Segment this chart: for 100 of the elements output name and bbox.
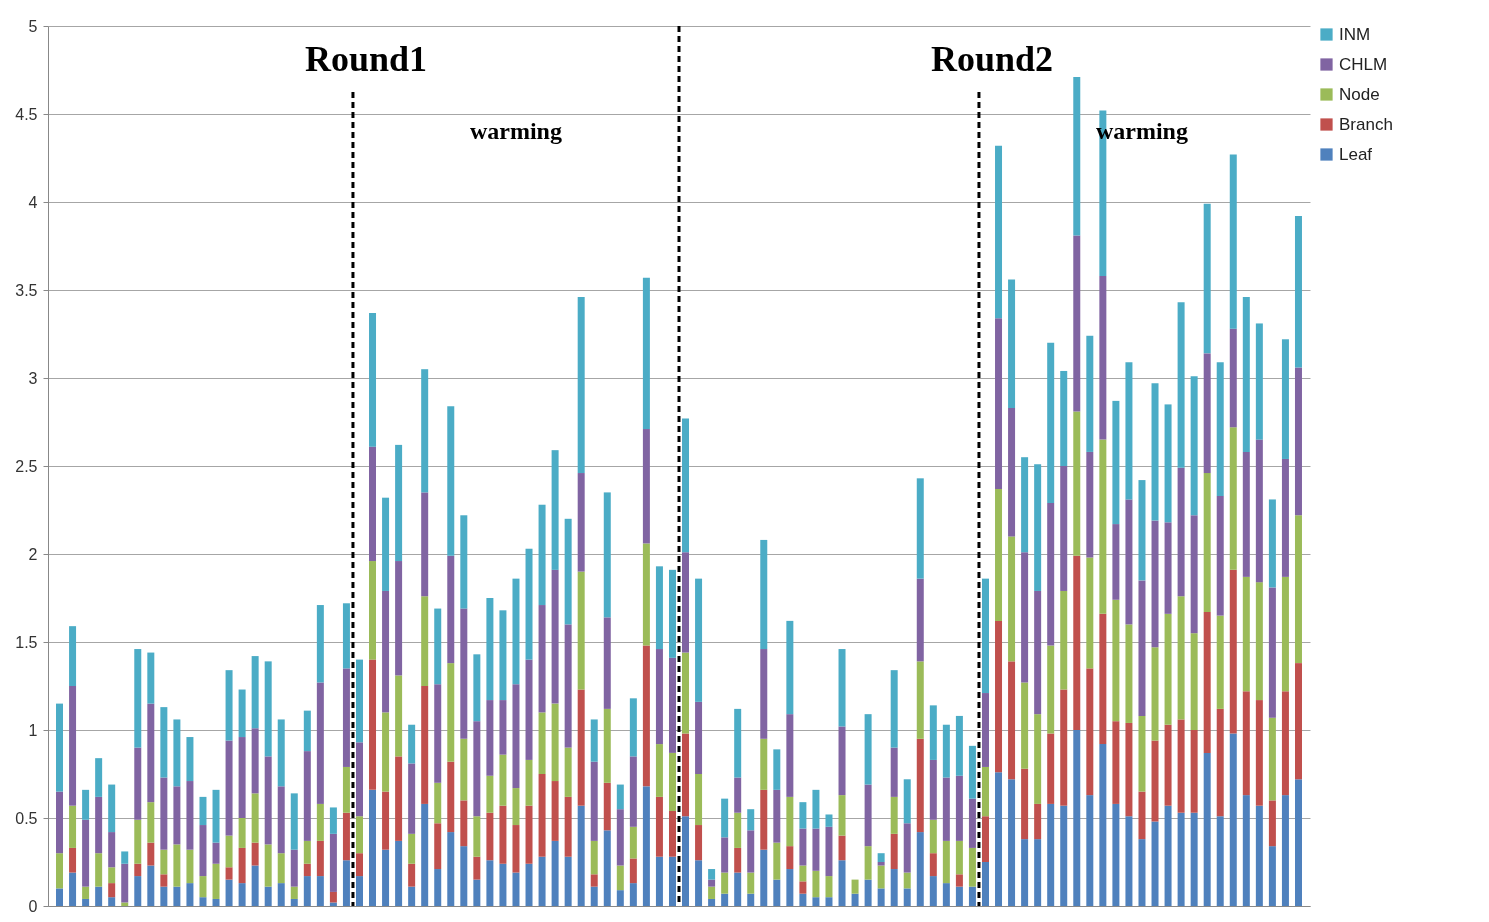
bar [186,849,194,884]
bar [1138,791,1146,840]
bar [1151,740,1159,822]
bar [303,840,311,864]
bar [812,870,820,898]
bar [434,684,442,783]
bar [1008,536,1016,662]
bar [929,876,937,906]
bar [812,789,820,829]
bar [499,805,507,864]
legend-label: INM [1339,24,1371,44]
bar [473,856,481,880]
bar [382,712,390,792]
bar [225,835,233,868]
bar [186,883,194,906]
bar [329,833,337,892]
bar [1034,714,1042,804]
bar [108,867,116,884]
bar [695,825,703,861]
bar [277,719,285,787]
bar [342,766,350,813]
bar [199,825,207,877]
bar [1268,499,1276,588]
bar [264,844,272,887]
bar [1112,721,1120,804]
bar [668,569,676,658]
bar [369,561,377,660]
y-tick-label: 2.5 [15,457,38,475]
bar [342,812,350,861]
bar [212,898,220,906]
bar [134,649,142,748]
bar [355,876,363,906]
bar [69,626,77,686]
bar [786,796,794,847]
bar [629,883,637,906]
bar [564,624,572,748]
bar [134,819,142,864]
bar [1125,722,1133,817]
bar [329,891,337,903]
bar [786,869,794,906]
bar [382,590,390,713]
bar [577,689,585,806]
bar [225,670,233,741]
y-tick-label: 2 [28,545,38,563]
bar [864,846,872,880]
bar [1060,805,1068,906]
bar [1112,599,1120,722]
bar [890,833,898,870]
bar [1281,795,1289,906]
bar [629,698,637,757]
bar [408,833,416,864]
bar [1229,427,1237,570]
bar [1073,77,1081,236]
bar [342,860,350,906]
bar [512,578,520,685]
bar [290,886,298,899]
bar [655,744,663,797]
bar [421,596,429,686]
bar [525,759,533,806]
bar [551,703,559,782]
y-tick-label: 0.5 [15,809,38,827]
bar [434,782,442,824]
bar [616,784,624,810]
legend-label: Node [1339,84,1380,104]
bar [668,856,676,906]
bar [1203,353,1211,474]
bar [799,802,807,829]
bar [1255,439,1263,583]
bar [682,652,690,734]
bar [342,603,350,669]
bar [1151,383,1159,521]
bar [1190,633,1198,730]
bar [1294,663,1302,780]
bar [460,738,468,801]
bar [995,620,1003,773]
bar [1242,451,1250,577]
bar [525,805,533,864]
bar [1047,733,1055,804]
bar [316,840,324,877]
bar [1125,362,1133,500]
bar [69,847,77,873]
bar [173,844,181,887]
bar [721,837,729,873]
bar [577,805,585,906]
bar [864,784,872,847]
bar [160,886,168,906]
bar [499,700,507,755]
bar [655,566,663,650]
bar [512,872,520,906]
bar [199,796,207,826]
bar [995,145,1003,319]
bar [460,846,468,906]
bar [134,747,142,820]
bar [916,832,924,906]
bar [303,710,311,752]
bar [1294,779,1302,906]
bar [355,853,363,877]
bar [1268,717,1276,801]
bar [708,886,716,899]
bar [1047,502,1055,646]
